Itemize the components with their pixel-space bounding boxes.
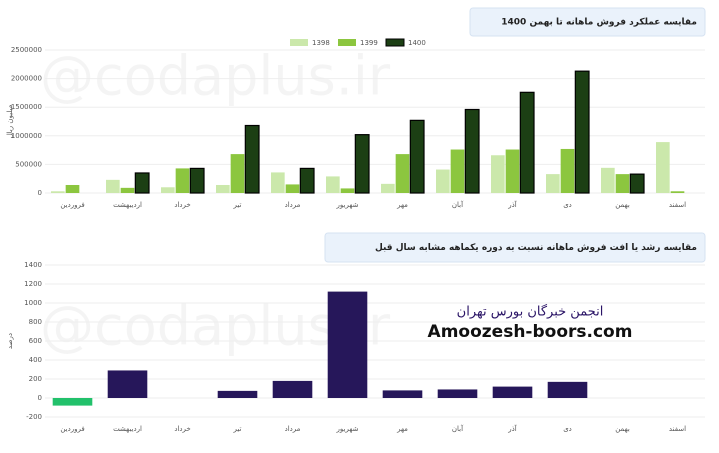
bar xyxy=(491,155,505,193)
legend-swatch xyxy=(338,39,356,46)
x-tick-label: آذر xyxy=(507,200,517,209)
annotation: انجمن خبرگان بورس تهران xyxy=(457,304,604,320)
bar xyxy=(601,167,615,193)
watermark: @codaplus.ir xyxy=(40,45,391,108)
x-tick-label: خرداد xyxy=(174,201,190,209)
legend-swatch xyxy=(290,39,308,46)
x-tick-label: اسفند xyxy=(669,425,686,433)
bar xyxy=(65,184,80,193)
x-tick-label: دی xyxy=(563,425,572,433)
x-tick-label: آبان xyxy=(452,200,464,209)
y-tick-label: 2500000 xyxy=(11,46,42,54)
chart-title: مقایسه رشد یا افت فروش ماهانه نسبت به دو… xyxy=(375,243,697,253)
bar xyxy=(217,390,258,398)
bar xyxy=(670,191,685,193)
bar xyxy=(272,380,313,398)
x-tick-label: تیر xyxy=(233,425,242,433)
bar xyxy=(189,167,205,194)
y-tick-label: 0 xyxy=(38,189,42,197)
bar xyxy=(615,174,630,193)
x-tick-label: اسفند xyxy=(669,201,686,209)
bar xyxy=(354,134,370,194)
bar xyxy=(230,154,245,193)
bar xyxy=(326,176,340,193)
bar xyxy=(244,124,260,194)
y-tick-label: 1000 xyxy=(24,299,42,307)
x-tick-label: شهریور xyxy=(336,201,359,209)
x-tick-label: مرداد xyxy=(285,201,301,209)
bar xyxy=(107,370,148,398)
bar xyxy=(285,184,300,193)
legend-label: 1399 xyxy=(360,39,378,47)
bar xyxy=(299,167,315,194)
bar xyxy=(271,172,285,193)
bar xyxy=(546,174,560,193)
y-tick-label: 200 xyxy=(29,375,42,383)
bar xyxy=(409,119,425,194)
x-tick-label: خرداد xyxy=(174,425,190,433)
legend-swatch xyxy=(385,38,405,47)
y-tick-label: -200 xyxy=(26,413,42,421)
y-axis-label: درصد xyxy=(6,333,14,349)
bar xyxy=(395,154,410,193)
bar xyxy=(656,142,670,193)
bar xyxy=(52,398,93,406)
y-tick-label: 600 xyxy=(29,337,42,345)
chart-title: مقایسه عملکرد فروش ماهانه تا بهمن 1400 xyxy=(501,18,697,28)
bar xyxy=(436,169,450,193)
x-tick-label: مهر xyxy=(396,201,408,209)
bar xyxy=(574,70,590,194)
y-tick-label: 0 xyxy=(38,394,42,402)
x-tick-label: آذر xyxy=(507,424,517,433)
bar xyxy=(450,149,465,193)
bar xyxy=(161,187,175,193)
y-tick-label: 500000 xyxy=(15,160,42,168)
y-tick-label: 2000000 xyxy=(11,75,42,83)
x-tick-label: مرداد xyxy=(285,425,301,433)
x-tick-label: تیر xyxy=(233,201,242,209)
x-tick-label: فروردین xyxy=(60,425,84,433)
x-tick-label: اردیبهشت xyxy=(113,425,142,433)
bar xyxy=(381,183,395,193)
bar xyxy=(134,172,150,194)
bar xyxy=(327,291,368,398)
bar xyxy=(505,149,520,193)
bar xyxy=(51,191,65,193)
bar xyxy=(382,390,423,398)
bar xyxy=(464,108,480,194)
x-tick-label: اردیبهشت xyxy=(113,201,142,209)
x-tick-label: فروردین xyxy=(60,201,84,209)
annotation: Amoozesh-boors.com xyxy=(428,322,633,342)
bar xyxy=(120,187,135,193)
y-tick-label: 1400 xyxy=(24,261,42,269)
x-tick-label: بهمن xyxy=(615,201,630,209)
y-tick-label: 1000000 xyxy=(11,132,42,140)
x-tick-label: مهر xyxy=(396,425,408,433)
x-tick-label: آبان xyxy=(452,424,464,433)
y-tick-label: 800 xyxy=(29,318,42,326)
bar xyxy=(519,91,535,194)
x-tick-label: شهریور xyxy=(336,425,359,433)
y-axis-label: میلیون ریال xyxy=(6,104,14,138)
bar xyxy=(216,184,230,193)
y-tick-label: 400 xyxy=(29,356,42,364)
legend-label: 1398 xyxy=(312,39,330,47)
bar xyxy=(629,173,645,194)
y-tick-label: 1500000 xyxy=(11,103,42,111)
legend-label: 1400 xyxy=(408,39,426,47)
x-tick-label: بهمن xyxy=(615,425,630,433)
bar xyxy=(437,389,478,398)
bar xyxy=(492,386,533,398)
bar xyxy=(106,179,120,193)
y-tick-label: 1200 xyxy=(24,280,42,288)
x-tick-label: دی xyxy=(563,201,572,209)
bar xyxy=(560,148,575,193)
bar xyxy=(340,188,355,193)
title-box xyxy=(469,7,706,37)
bar xyxy=(175,168,190,193)
bar xyxy=(547,381,588,398)
title-box xyxy=(324,232,706,263)
